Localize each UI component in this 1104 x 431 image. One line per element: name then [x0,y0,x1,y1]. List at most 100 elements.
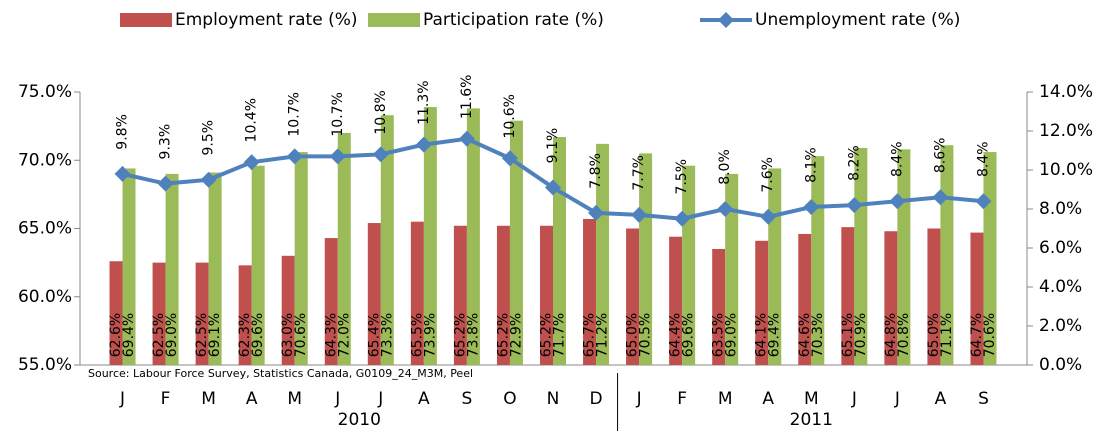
bar-value-label: 62.5% [151,313,167,357]
bar-value-label: 69.6% [681,313,697,357]
bar-value-label: 71.1% [939,313,955,357]
marker [803,199,820,216]
marker [631,206,648,223]
bar [725,173,739,365]
bar [195,262,209,365]
bar-value-label: 64.6% [797,313,813,357]
marker [889,193,906,210]
bar [540,225,553,365]
bar-value-label: 71.7% [552,313,568,357]
x-tick-label: S [462,389,473,409]
bar-value-label: 70.3% [810,313,826,357]
line-value-label: 8.4% [889,141,905,177]
bar [583,218,597,365]
bar-value-label: 69.0% [164,313,180,357]
line-value-label: 10.7% [330,92,346,136]
legend-swatch [368,13,420,27]
marker [545,179,561,196]
bar-value-label: 70.6% [293,313,309,357]
bar-value-label: 65.2% [452,313,468,357]
bar-value-label: 62.5% [194,313,210,357]
legend-label: Employment rate (%) [175,10,358,30]
line-value-label: 10.8% [373,90,389,134]
bar-value-label: 72.9% [508,313,524,357]
x-tick-label: J [851,389,857,409]
marker [114,165,131,182]
x-tick-label: M [804,389,819,409]
bar [380,115,394,365]
bar-value-label: 69.6% [250,313,266,357]
bar-value-label: 65.2% [539,313,555,357]
bar [639,153,653,365]
bar [410,221,424,365]
group-label: 2010 [338,410,381,430]
x-tick-label: A [246,389,258,409]
line-value-label: 9.1% [545,128,561,164]
line-value-label: 8.1% [803,147,819,183]
bar-value-label: 70.5% [638,313,654,357]
y2-tick-label: 0.0% [1039,355,1082,375]
marker [200,171,217,188]
bar-value-label: 64.7% [969,313,985,357]
line-value-label: 7.8% [588,153,604,189]
line-value-label: 8.2% [846,145,862,181]
line-value-label: 7.5% [674,159,690,195]
y-tick-label: 70.0% [18,150,72,170]
bar-value-label: 71.2% [595,313,611,357]
bar-value-label: 73.3% [379,313,395,357]
line-value-label: 10.7% [287,92,303,136]
line-value-label: 9.8% [115,114,131,150]
line-value-label: 10.6% [502,94,518,138]
bar-value-label: 65.0% [926,313,942,357]
x-tick-label: A [935,389,947,409]
bar [294,152,308,365]
bar-value-label: 65.0% [625,313,641,357]
bar [841,227,855,365]
x-tick-label: F [677,389,687,409]
y2-tick-label: 10.0% [1039,160,1093,180]
bar [324,238,338,365]
marker [415,136,432,153]
x-tick-label: J [894,389,900,409]
marker [286,148,303,165]
x-tick-label: N [547,389,560,409]
y-tick-label: 75.0% [18,82,72,102]
marker [243,154,260,171]
bar [755,240,769,365]
line-value-label: 8.6% [932,138,948,174]
x-tick-label: J [119,389,125,409]
bar [208,172,222,365]
bar-value-label: 73.9% [422,313,438,357]
legend-label: Unemployment rate (%) [755,10,960,30]
legend-marker [718,12,734,28]
x-tick-label: S [978,389,989,409]
bar [238,265,252,365]
line-value-label: 8.4% [975,141,991,177]
x-tick-label: J [377,389,383,409]
bar-value-label: 69.0% [724,313,740,357]
y-tick-label: 60.0% [18,287,72,307]
bar-value-label: 64.8% [883,313,899,357]
marker [588,204,605,221]
y2-tick-label: 12.0% [1039,121,1093,141]
y-tick-label: 55.0% [18,355,72,375]
bar [626,228,640,365]
marker [157,175,174,192]
bar-value-label: 69.4% [767,313,783,357]
bar-value-label: 69.4% [121,313,137,357]
line-value-label: 9.5% [201,120,217,156]
x-tick-label: M [287,389,302,409]
bar-value-label: 70.8% [896,313,912,357]
bar [109,261,123,365]
marker [846,197,863,214]
bar-value-label: 69.1% [207,313,223,357]
marker [458,130,475,147]
line-value-label: 11.6% [459,75,475,119]
bar [337,132,351,365]
bar [165,173,179,365]
bar-value-label: 63.5% [711,313,727,357]
source-note: Source: Labour Force Survey, Statistics … [88,367,473,380]
bar [496,225,510,365]
legend-label: Participation rate (%) [423,10,604,30]
x-tick-label: O [503,389,516,409]
